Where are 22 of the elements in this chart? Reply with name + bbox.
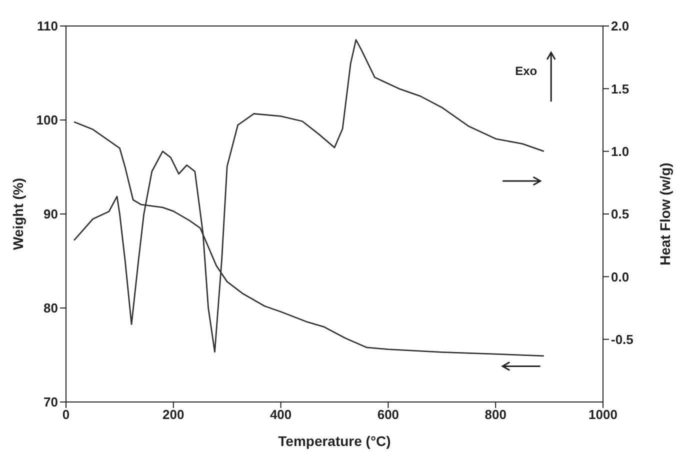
y2-tick-label: -0.5 [611, 332, 634, 347]
x-tick-label: 200 [162, 407, 184, 422]
y-tick-label: 110 [37, 18, 58, 34]
line-series [73, 39, 545, 353]
y2-tick-label: 1.0 [611, 144, 630, 159]
x-tick-label: 400 [270, 407, 292, 422]
y-tick-label: 90 [44, 206, 58, 222]
y2-axis-title: Heat Flow (w/g) [656, 162, 673, 266]
y-tick-label: 80 [44, 300, 58, 316]
y2-tick-label: 2.0 [611, 18, 630, 34]
x-axis-title: Temperature (°C) [278, 433, 391, 449]
y-tick-label: 70 [44, 394, 58, 410]
x-tick-label: 800 [484, 407, 506, 422]
annotation: Exo [515, 64, 538, 78]
y-tick-label: 100 [36, 112, 58, 128]
y2-tick-label: 1.5 [611, 81, 630, 96]
y-axis-title: Weight (%) [10, 178, 26, 250]
y2-tick-label: 0.0 [611, 269, 630, 284]
y2-tick-label: 0.5 [611, 206, 630, 222]
x-tick-label: 1000 [588, 407, 618, 422]
x-tick-label: 600 [377, 407, 400, 422]
x-tick-label: 0 [62, 407, 70, 422]
